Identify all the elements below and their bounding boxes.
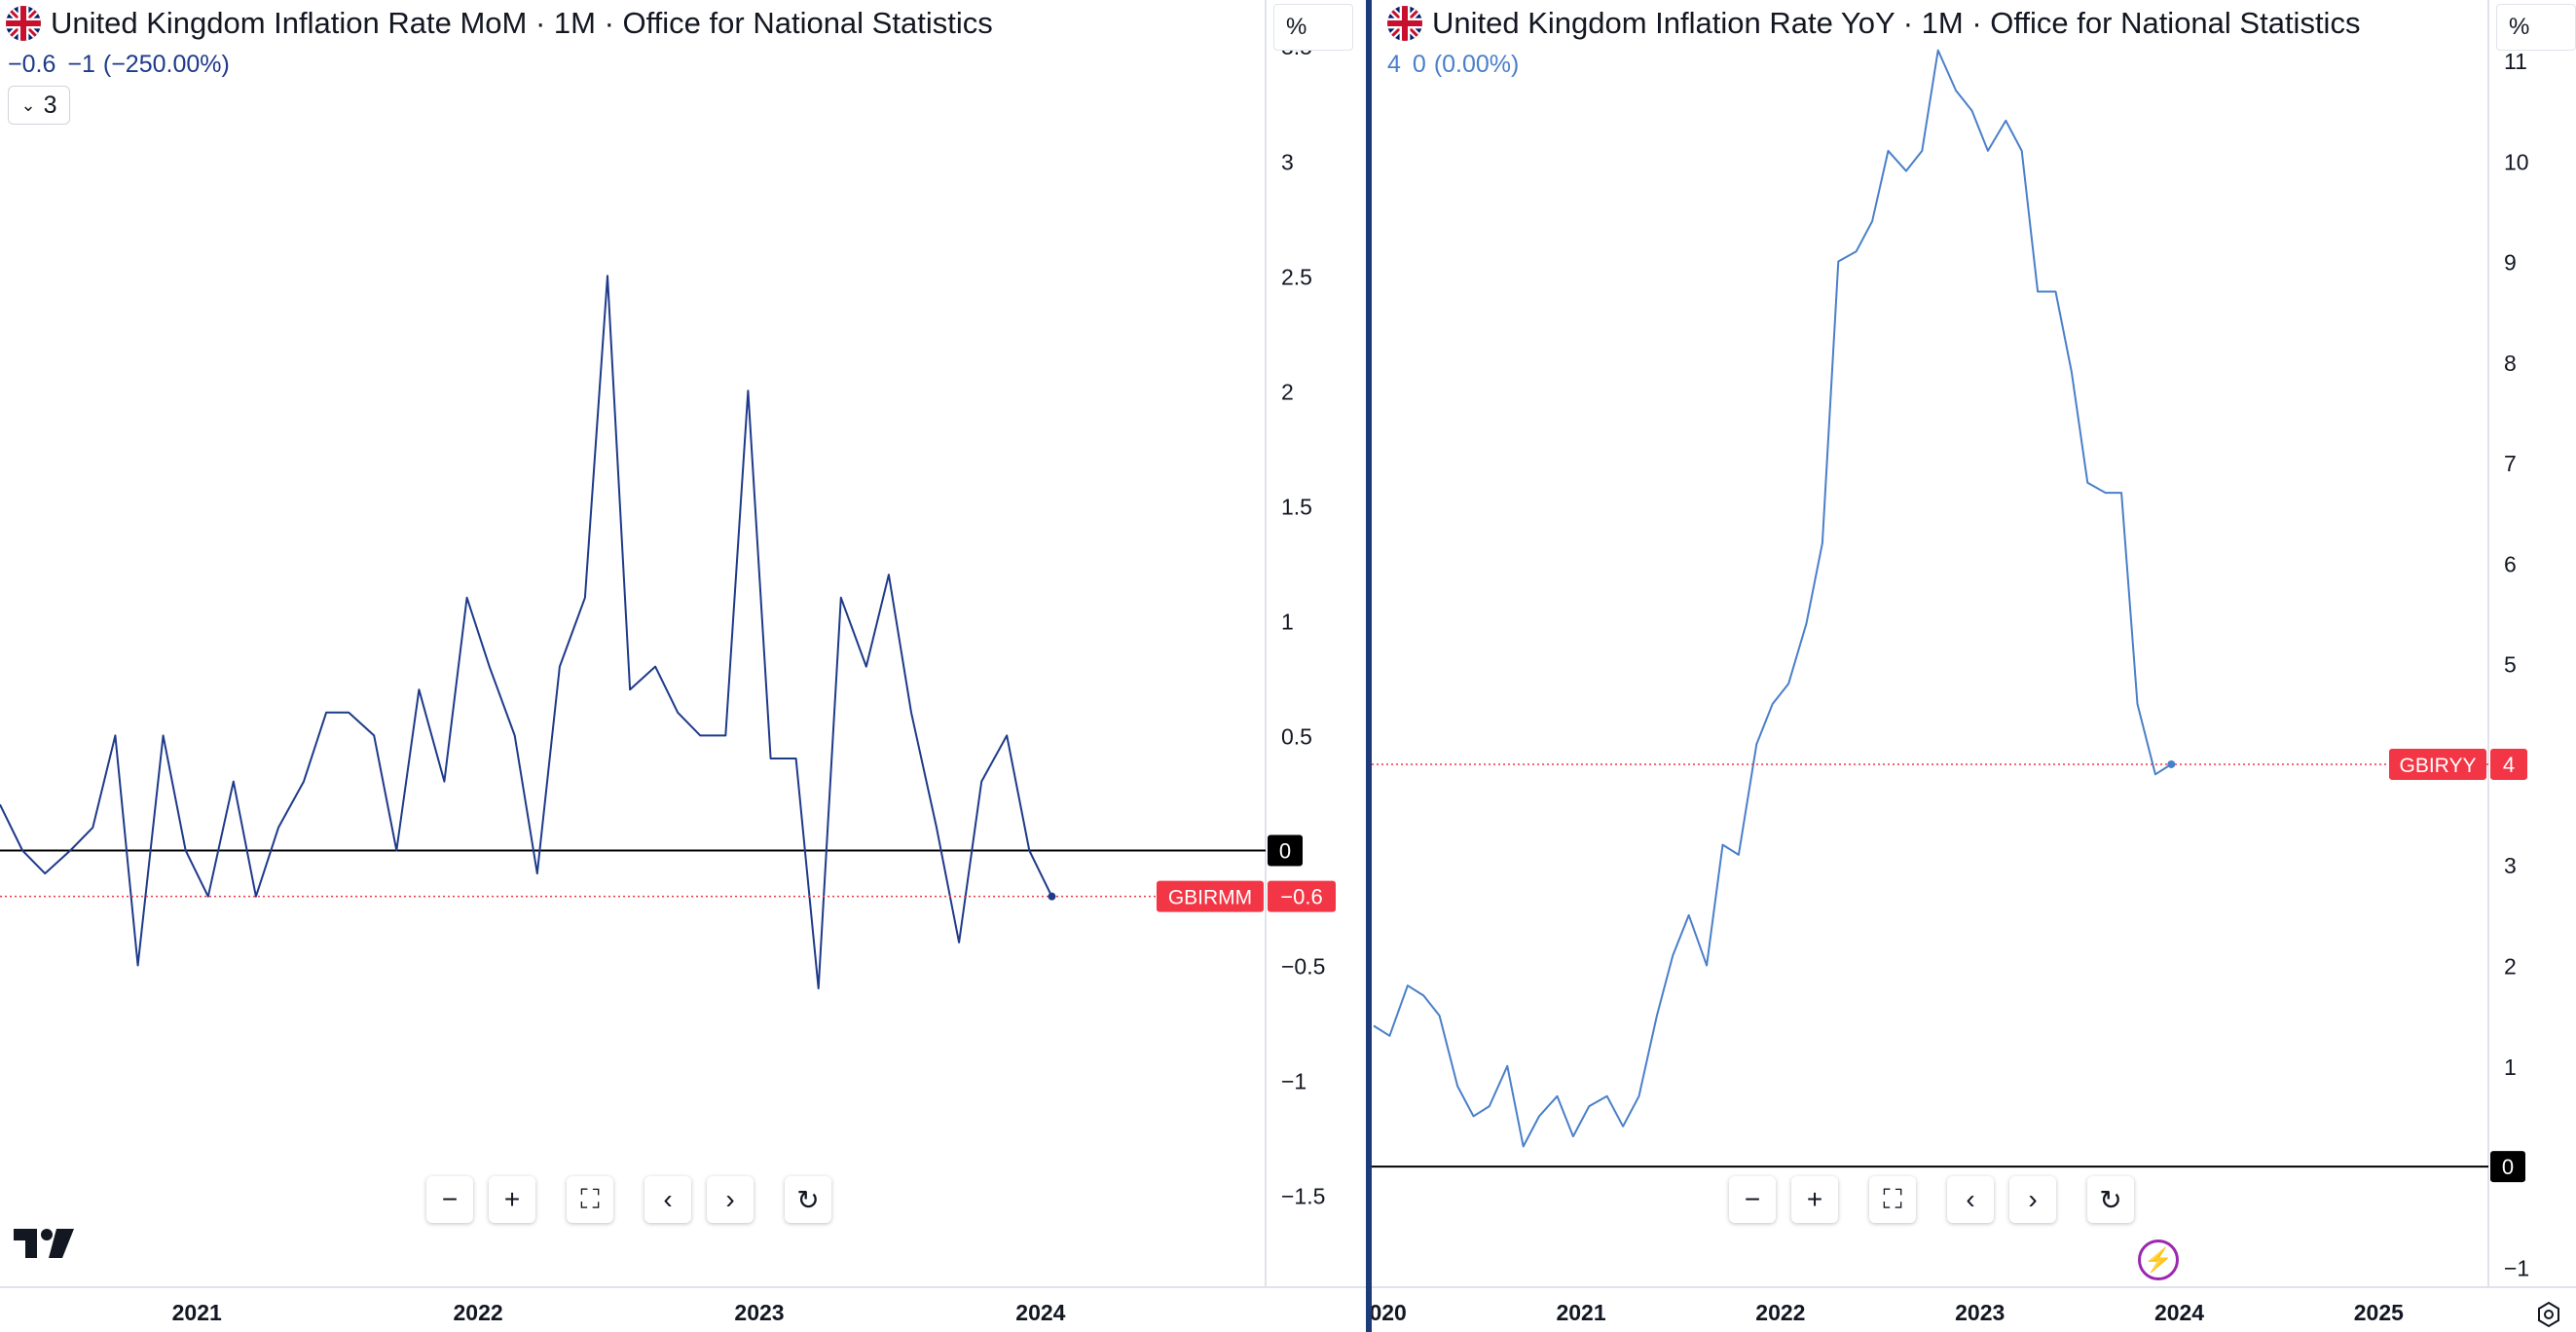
yoy-x-tick-label: 2024 <box>2154 1300 2204 1325</box>
mom-y-tick-label: −1 <box>1281 1069 1306 1094</box>
mom-value-row: −0.6 −1 (−250.00%) <box>8 51 241 79</box>
mom-y-tick-label: 3 <box>1281 149 1294 174</box>
zoom-in-button[interactable]: + <box>489 1176 535 1223</box>
reset-chart-button[interactable]: ↻ <box>2087 1176 2134 1223</box>
yoy-y-tick-label: −1 <box>2504 1255 2529 1280</box>
yoy-unit-label: % <box>2509 14 2530 40</box>
mom-y-tick-label: 2.5 <box>1281 264 1312 289</box>
yoy-y-tick-label: 10 <box>2504 149 2529 174</box>
yoy-y-tick-label: 6 <box>2504 551 2517 576</box>
uk-flag-icon <box>1387 6 1422 41</box>
yoy-x-tick-label: 2022 <box>1755 1300 1805 1325</box>
yoy-y-tick-label: 1 <box>2504 1054 2517 1080</box>
yoy-value-row: 4 0 (0.00%) <box>1387 51 1530 79</box>
mom-y-tick-label: 1 <box>1281 609 1294 634</box>
mom-series-line <box>0 275 1053 990</box>
settings-gear-icon[interactable] <box>2535 1301 2562 1328</box>
mom-last-value: −0.6 <box>8 51 56 78</box>
reset-scale-button[interactable]: ⛶ <box>567 1176 613 1223</box>
zoom-out-button[interactable]: − <box>426 1176 473 1223</box>
yoy-y-tick-label: 2 <box>2504 954 2517 980</box>
yoy-y-tick-label: 7 <box>2504 451 2517 476</box>
zoom-in-button[interactable]: + <box>1791 1176 1838 1223</box>
yoy-chart-title[interactable]: United Kingdom Inflation Rate YoY · 1M ·… <box>1432 6 2361 40</box>
yoy-symbol-label-bg <box>2389 748 2486 780</box>
mom-x-tick-label: 2021 <box>172 1300 222 1325</box>
scroll-right-button[interactable]: › <box>707 1176 754 1223</box>
yoy-y-tick-label: 11 <box>2504 49 2527 74</box>
yoy-series-line <box>1373 49 2172 1148</box>
mom-unit-box[interactable]: % <box>1273 4 1353 51</box>
mom-change-pct: (−250.00%) <box>102 51 230 78</box>
mom-last-value-label: −0.6 <box>1280 885 1322 909</box>
yoy-y-tick-label: 9 <box>2504 250 2517 276</box>
yoy-zero-label-bg <box>2490 1151 2525 1183</box>
yoy-y-tick-label: 5 <box>2504 652 2517 678</box>
mom-x-tick-label: 2024 <box>1015 1300 1065 1325</box>
mom-zero-label: 0 <box>1279 838 1291 863</box>
lightning-bolt-icon[interactable]: ⚡ <box>2138 1240 2179 1280</box>
mom-chart-title[interactable]: United Kingdom Inflation Rate MoM · 1M ·… <box>51 6 993 40</box>
mom-symbol-label-bg <box>1157 880 1264 912</box>
yoy-last-value-label-bg <box>2490 748 2527 780</box>
indicator-count: 3 <box>43 91 57 119</box>
mom-y-tick-label: 0.5 <box>1281 723 1312 749</box>
yoy-last-point <box>2167 759 2176 768</box>
mom-chart-pane[interactable]: 3.532.521.510.5−0.5−1−1.5202120222023202… <box>0 0 1369 1332</box>
mom-last-value-label-bg <box>1268 880 1336 912</box>
tradingview-logo-icon[interactable] <box>14 1229 74 1260</box>
yoy-x-tick-label: 2025 <box>2354 1300 2404 1325</box>
chevron-down-icon: ⌄ <box>20 94 36 115</box>
mom-chart-svg[interactable]: 3.532.521.510.5−0.5−1−1.5202120222023202… <box>0 0 1369 1332</box>
mom-y-tick-label: 1.5 <box>1281 494 1312 519</box>
mom-zero-label-bg <box>1268 834 1303 867</box>
mom-title-row: United Kingdom Inflation Rate MoM · 1M ·… <box>6 6 993 41</box>
yoy-change-pct: (0.00%) <box>1433 51 1520 78</box>
yoy-unit-box[interactable]: % <box>2496 4 2576 51</box>
yoy-last-value: 4 <box>1387 51 1401 78</box>
yoy-change: 0 <box>1412 51 1426 78</box>
yoy-title-row: United Kingdom Inflation Rate YoY · 1M ·… <box>1387 6 2360 41</box>
mom-change: −1 <box>67 51 95 78</box>
yoy-x-tick-label: 2021 <box>1556 1300 1605 1325</box>
mom-x-tick-label: 2022 <box>454 1300 503 1325</box>
collapse-indicators-button[interactable]: ⌄ 3 <box>8 86 70 125</box>
mom-y-tick-label: −0.5 <box>1281 954 1325 980</box>
uk-flag-icon <box>6 6 41 41</box>
scroll-left-button[interactable]: ‹ <box>644 1176 691 1223</box>
zoom-out-button[interactable]: − <box>1729 1176 1776 1223</box>
mom-unit-label: % <box>1286 14 1307 40</box>
scroll-right-button[interactable]: › <box>2009 1176 2056 1223</box>
yoy-zero-label: 0 <box>2502 1155 2514 1179</box>
yoy-y-tick-label: 8 <box>2504 351 2517 376</box>
yoy-y-tick-label: 3 <box>2504 853 2517 878</box>
mom-nav-bar: − + ⛶ ‹ › ↻ <box>426 1176 831 1223</box>
mom-y-tick-label: −1.5 <box>1281 1184 1325 1209</box>
mom-symbol-label: GBIRMM <box>1168 887 1252 909</box>
yoy-symbol-label: GBIRYY <box>2400 755 2477 777</box>
scroll-left-button[interactable]: ‹ <box>1947 1176 1994 1223</box>
yoy-nav-bar: − + ⛶ ‹ › ↻ <box>1729 1176 2134 1223</box>
yoy-last-value-label: 4 <box>2503 753 2515 777</box>
mom-y-tick-label: 2 <box>1281 379 1294 404</box>
mom-last-point <box>1048 892 1056 901</box>
mom-x-tick-label: 2023 <box>734 1300 784 1325</box>
reset-scale-button[interactable]: ⛶ <box>1869 1176 1916 1223</box>
yoy-x-tick-label: 2023 <box>1955 1300 2005 1325</box>
pane-divider[interactable] <box>1366 0 1372 1332</box>
reset-chart-button[interactable]: ↻ <box>785 1176 831 1223</box>
